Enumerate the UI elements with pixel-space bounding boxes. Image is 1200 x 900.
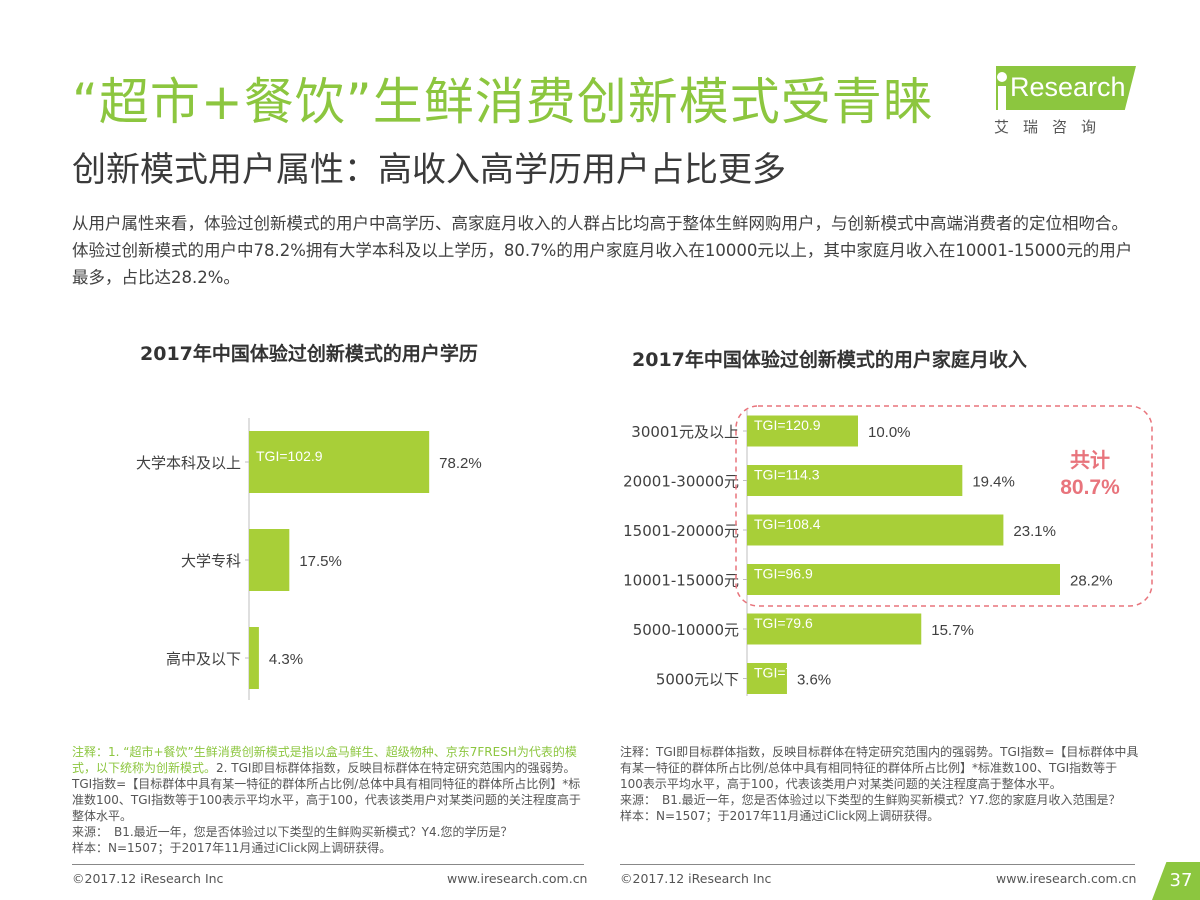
tgi-label: TGI=120.9 [754,417,821,433]
tgi-label: TGI=79.6 [754,615,813,631]
category-label: 15001-20000元 [623,522,739,540]
page-subtitle: 创新模式用户属性：高收入高学历用户占比更多 [72,150,786,190]
value-label: 19.4% [972,474,1015,491]
bar-5 [747,613,922,645]
logo-text: Research [1010,72,1126,102]
bar-1 [747,415,858,447]
value-label: 3.6% [797,672,831,689]
highlight-box [735,405,1153,607]
category-label: 大学专科 [181,552,241,570]
bar-6 [747,663,787,694]
category-label: 高中及以下 [166,650,241,668]
category-label: 30001元及以上 [631,423,739,441]
category-label: 10001-15000元 [623,572,739,590]
category-label: 大学本科及以上 [136,454,241,472]
left-website-link[interactable]: www.iresearch.com.cn [447,871,588,886]
bar-2 [747,465,963,496]
tgi-label: TGI=108.4 [754,516,821,532]
value-label: 78.2% [439,455,482,472]
category-label: 5000-10000元 [633,621,739,639]
tgi-label: TGI=96.9 [754,566,813,582]
bar-3 [249,627,259,689]
page-title: “超市+餐饮”生鲜消费创新模式受青睐 [72,73,934,131]
left-copyright: ©2017.12 iResearch Inc [72,871,224,886]
value-label: 28.2% [1070,573,1113,590]
tgi-label: TGI=102.9 [256,448,323,464]
logo-chinese-text: 艾瑞咨询 [994,118,1111,136]
total-label: 共计 [1070,448,1110,472]
right-note-text: 注释：TGI即目标群体指数，反映目标群体在特定研究范围内的强弱势。TGI指数=【… [620,745,1139,791]
right-copyright: ©2017.12 iResearch Inc [620,871,772,886]
left-note-source: 来源： B1.最近一年，您是否体验过以下类型的生鲜购买新模式？Y4.您的学历是？ [72,825,513,839]
category-label: 5000元以下 [656,671,739,689]
bar-2 [249,529,290,591]
iresearch-logo: Research 艾瑞咨询 [990,62,1140,140]
right-footer-divider [620,864,1135,865]
page-number: 37 [1152,862,1200,900]
value-label: 15.7% [931,622,974,639]
logo-background [996,66,1136,110]
left-note-text: 2. TGI即目标群体指数，反映目标群体在特定研究范围内的强弱势。TGI指数=【… [72,761,581,823]
logo-i-icon [997,72,1007,110]
right-website-link[interactable]: www.iresearch.com.cn [996,871,1137,886]
page-number-text: 37 [1169,870,1193,891]
total-value: 80.7% [1060,476,1120,499]
left-note-highlight: 注释：1. “超市+餐饮”生鲜消费创新模式是指以盒马鲜生、超级物种、京东7FRE… [72,745,577,775]
value-label: 17.5% [299,553,342,570]
bar-1 [249,431,430,493]
income-bar-chart: 30001元及以上 TGI=120.9 10.0% 20001-30000元 TGI=1… [623,405,1153,696]
right-note-source: 来源： B1.最近一年，您是否体验过以下类型的生鲜购买新模式？Y7.您的家庭月收… [620,793,1121,807]
right-notes: 注释：TGI即目标群体指数，反映目标群体在特定研究范围内的强弱势。TGI指数=【… [620,744,1140,824]
category-label: 20001-30000元 [623,473,739,491]
income-chart-title: 2017年中国体验过创新模式的用户家庭月收入 [632,349,1027,371]
bar-3 [747,514,1004,546]
bar-4 [747,564,1060,595]
education-chart-title: 2017年中国体验过创新模式的用户学历 [140,343,478,365]
value-label: 4.3% [269,651,303,668]
left-notes: 注释：1. “超市+餐饮”生鲜消费创新模式是指以盒马鲜生、超级物种、京东7FRE… [72,744,590,856]
right-note-sample: 样本：N=1507；于2017年11月通过iClick网上调研获得。 [620,809,940,823]
value-label: 23.1% [1013,523,1056,540]
intro-paragraph: 从用户属性来看，体验过创新模式的用户中高学历、高家庭月收入的人群占比均高于整体生… [72,214,1133,287]
left-note-sample: 样本：N=1507；于2017年11月通过iClick网上调研获得。 [72,841,392,855]
tgi-label: TGI=78.4 [754,665,813,681]
value-label: 10.0% [868,424,911,441]
left-footer-divider [72,864,584,865]
education-bar-chart: 大学本科及以上 TGI=102.9 78.2% 大学专科 17.5% 高中及以下 4.3% [136,418,482,700]
tgi-label: TGI=114.3 [754,467,820,483]
